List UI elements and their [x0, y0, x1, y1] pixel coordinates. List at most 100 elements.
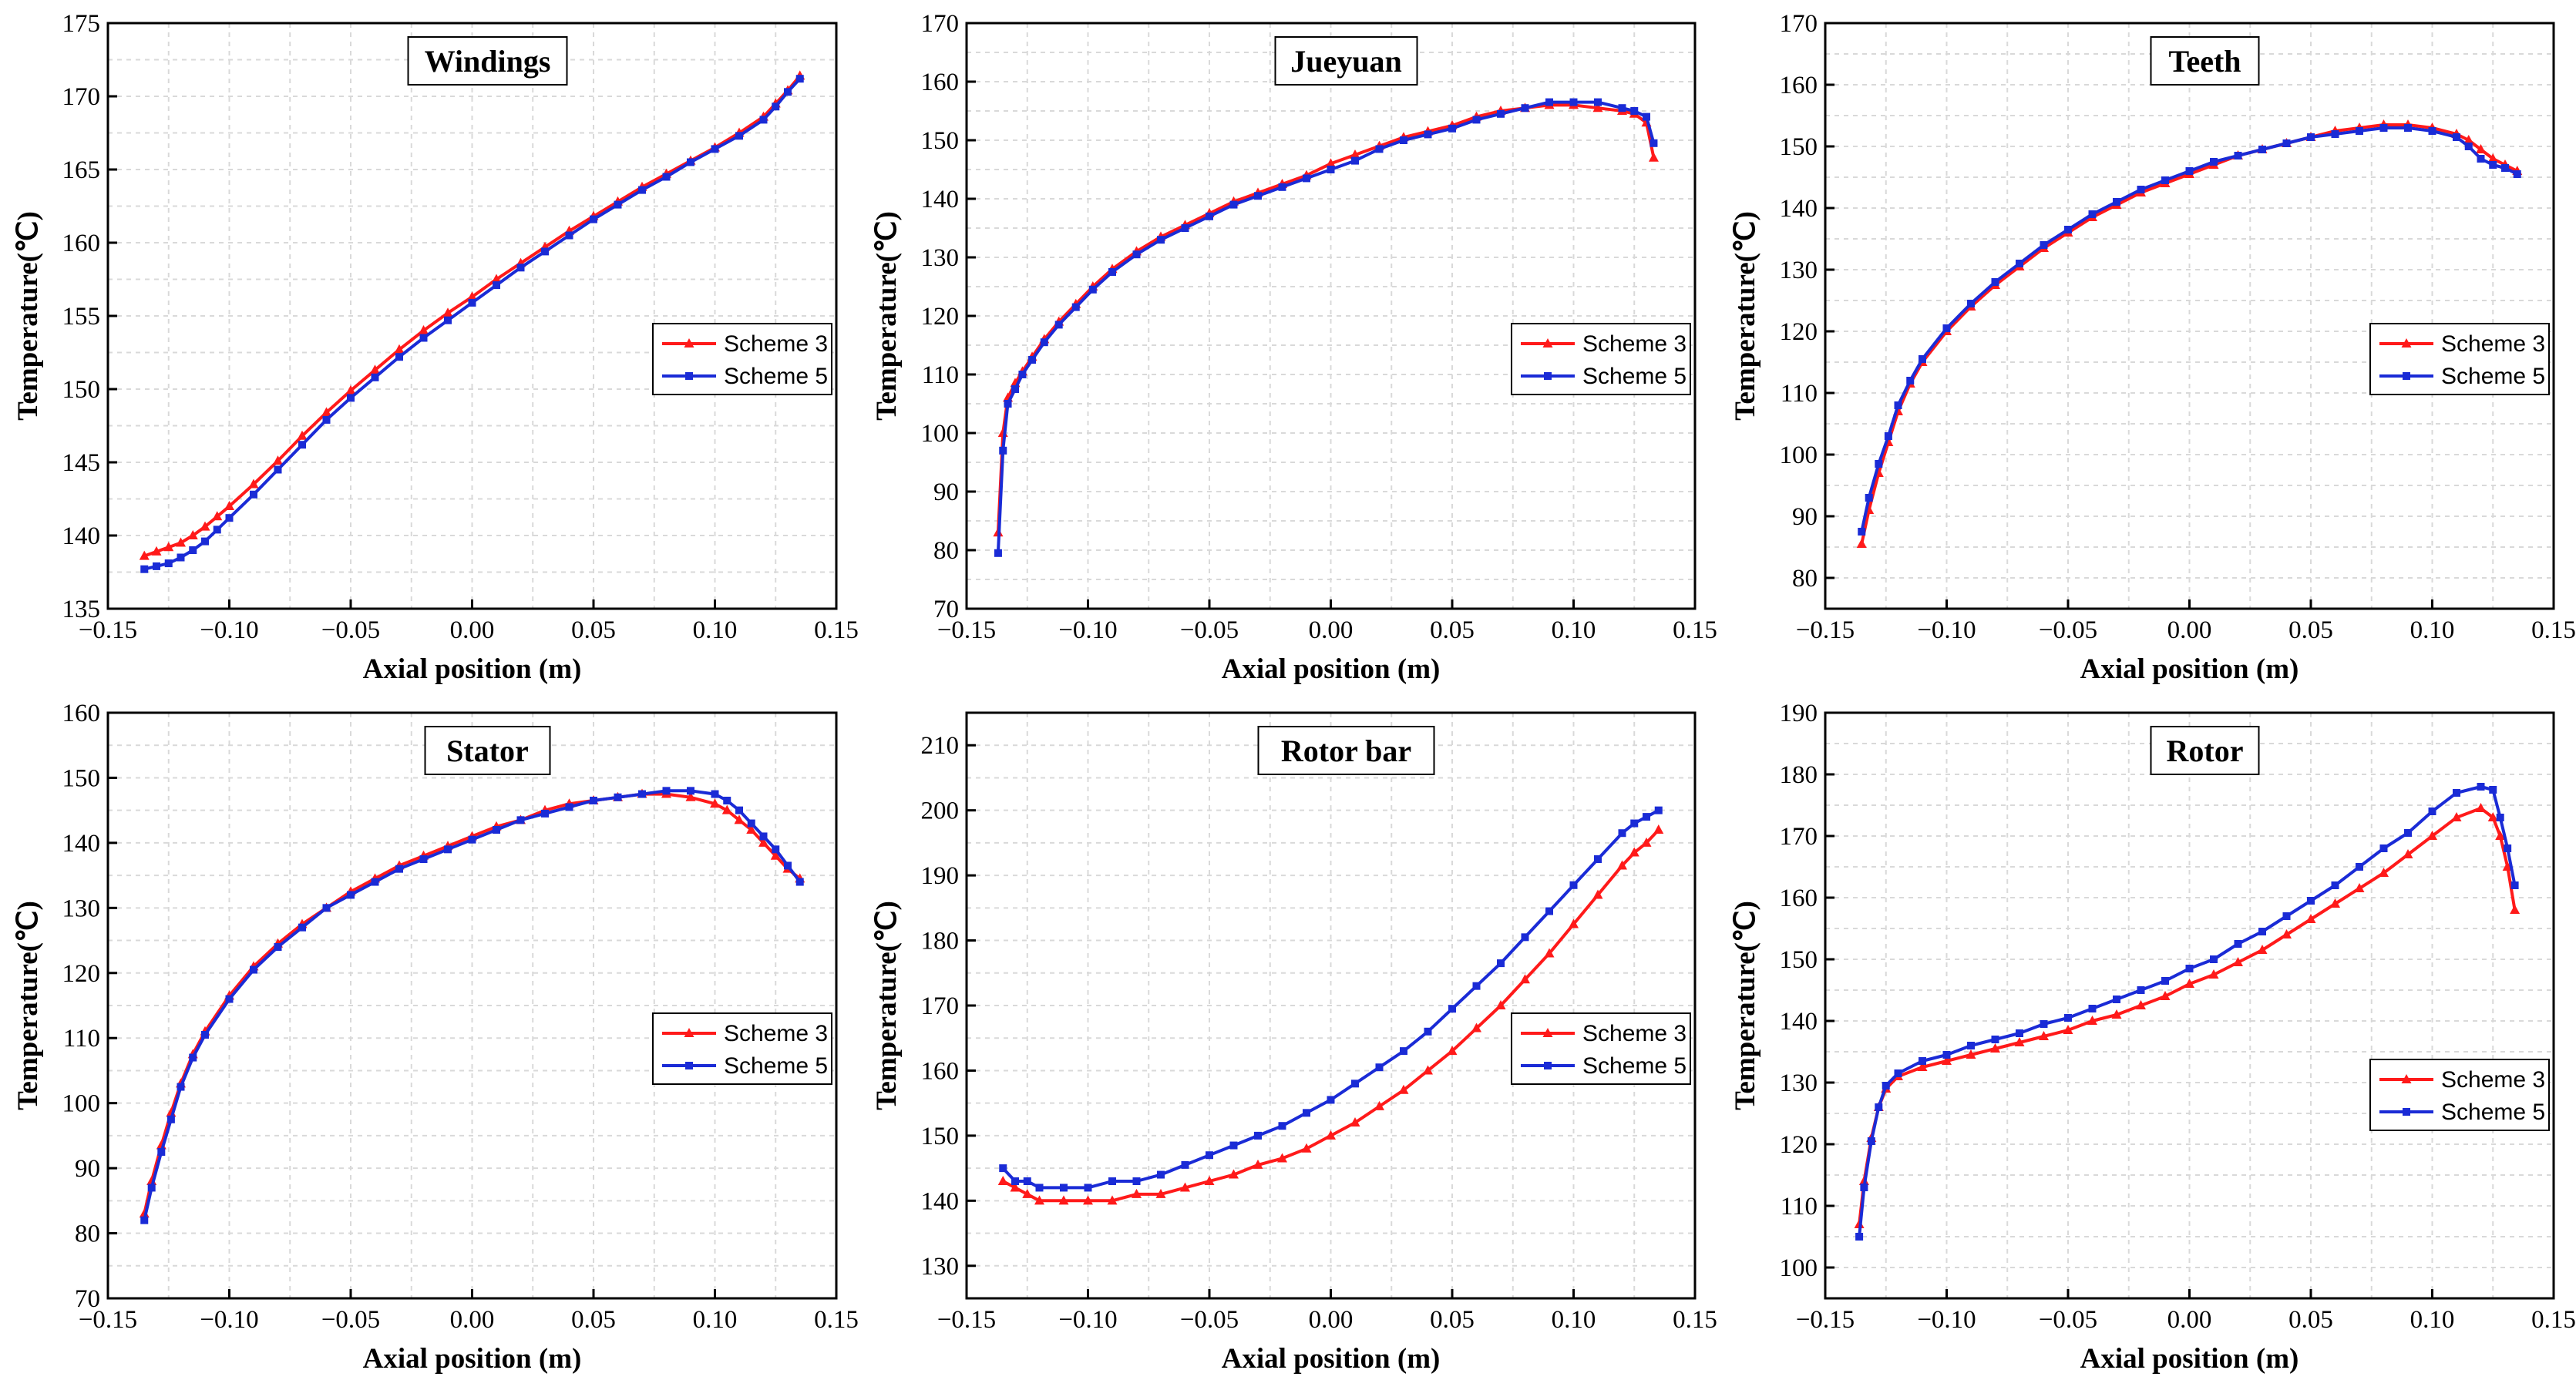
chart-title-box: [424, 726, 551, 775]
data-point-scheme-5: [1011, 1177, 1019, 1185]
y-axis-label: Temperature(℃): [12, 901, 44, 1110]
y-axis-label: Temperature(℃): [1730, 901, 1761, 1110]
data-point-scheme-5: [1521, 104, 1529, 112]
x-tick-label: 0.05: [1430, 616, 1475, 644]
data-point-scheme-5: [347, 394, 355, 402]
x-tick-label: −0.10: [1917, 1306, 1976, 1334]
data-point-scheme-3: [734, 814, 745, 824]
data-point-scheme-3: [212, 511, 223, 521]
chart-title-box: [407, 36, 568, 86]
data-point-scheme-5: [153, 562, 160, 570]
x-tick-label: 0.15: [1673, 1306, 1717, 1334]
y-tick-label: 130: [921, 244, 960, 272]
chart-panel-windings: −0.15 −0.10 −0.05 0.00 0.05 0.10 0.15 135 140 145…: [0, 0, 859, 690]
y-tick-label: 130: [921, 1253, 960, 1281]
y-tick-label: 200: [921, 797, 960, 825]
data-point-scheme-5: [772, 102, 780, 111]
data-point-scheme-5: [638, 790, 646, 798]
data-point-scheme-5: [1303, 174, 1310, 183]
data-point-scheme-3: [2136, 1000, 2146, 1009]
data-point-scheme-5: [1654, 806, 1663, 814]
chart-title-box: [1257, 726, 1435, 775]
data-point-scheme-5: [1858, 528, 1866, 536]
y-tick-label: 145: [62, 449, 101, 477]
data-point-scheme-5: [1906, 377, 1915, 384]
data-point-scheme-5: [1865, 494, 1873, 502]
data-point-scheme-5: [2356, 127, 2363, 135]
y-tick-label: 90: [1792, 503, 1818, 531]
data-point-scheme-5: [2064, 226, 2072, 233]
series-scheme-5: [140, 787, 804, 1224]
data-point-scheme-3: [1277, 1153, 1287, 1163]
data-point-scheme-5: [177, 553, 185, 562]
data-point-scheme-3: [758, 837, 768, 847]
data-point-scheme-5: [1084, 1184, 1092, 1192]
data-point-scheme-5: [1545, 98, 1553, 106]
series-scheme-3: [997, 824, 1664, 1205]
data-point-scheme-5: [795, 75, 804, 83]
legend-box: [1511, 323, 1691, 395]
legend-box: [1511, 1012, 1691, 1085]
data-point-scheme-5: [1327, 1096, 1335, 1104]
data-point-scheme-5: [1630, 819, 1639, 828]
data-point-scheme-3: [2403, 849, 2413, 858]
legend-label-scheme-5: Scheme 5: [1582, 1053, 1687, 1079]
data-point-scheme-5: [2453, 789, 2460, 797]
x-tick-label: 0.10: [693, 1306, 738, 1334]
legend-box: [652, 1012, 832, 1085]
data-point-scheme-3: [297, 430, 308, 440]
y-axis-label: Temperature(℃): [871, 211, 903, 421]
legend-label-scheme-5: Scheme 5: [2441, 1100, 2545, 1125]
data-point-scheme-5: [1594, 98, 1602, 106]
chart-teeth: −0.15 −0.10 −0.05 0.00 0.05 0.10 0.15 80 90 100 11…: [1730, 10, 2576, 685]
gridlines: [967, 23, 1695, 609]
data-point-scheme-5: [395, 865, 403, 873]
data-point-scheme-3: [685, 791, 696, 801]
data-point-scheme-5: [2453, 133, 2460, 141]
data-point-scheme-5: [1894, 401, 1902, 409]
legend-marker-scheme-5: [1544, 372, 1552, 380]
y-tick-label: 100: [1780, 442, 1818, 469]
x-tick-label: −0.05: [1180, 616, 1239, 644]
data-point-scheme-5: [687, 787, 694, 795]
data-point-scheme-5: [1594, 855, 1602, 863]
data-point-scheme-5: [541, 809, 549, 818]
y-tick-label: 80: [75, 1221, 100, 1248]
data-point-scheme-3: [2495, 831, 2506, 840]
chart-title: Jueyuan: [1290, 44, 1402, 79]
y-tick-label: 210: [921, 732, 960, 760]
y-tick-label: 170: [1780, 823, 1818, 851]
y-tick-label: 190: [921, 862, 960, 890]
data-point-scheme-5: [565, 231, 573, 240]
data-point-scheme-3: [2330, 898, 2340, 908]
data-point-scheme-5: [1254, 1131, 1262, 1140]
data-point-scheme-5: [1375, 1063, 1384, 1072]
x-tick-label: 0.00: [1309, 616, 1354, 644]
data-point-scheme-3: [1155, 1188, 1166, 1198]
data-point-scheme-5: [2307, 897, 2315, 905]
data-point-scheme-3: [2111, 1009, 2122, 1019]
data-point-scheme-3: [1374, 1100, 1384, 1110]
data-point-scheme-3: [2476, 144, 2486, 153]
data-point-scheme-5: [1088, 285, 1097, 294]
chart-title: Rotor: [2167, 734, 2244, 768]
data-point-scheme-3: [1629, 847, 1639, 857]
y-tick-label: 100: [921, 420, 960, 448]
data-point-scheme-5: [225, 995, 234, 1003]
x-tick-label: −0.15: [1796, 616, 1855, 644]
data-point-scheme-5: [784, 88, 792, 96]
legend-marker-scheme-3: [1542, 1028, 1553, 1037]
x-axis-label: Axial position (m): [363, 1343, 582, 1375]
data-point-scheme-3: [1083, 1195, 1093, 1205]
data-point-scheme-5: [166, 1115, 175, 1123]
data-point-scheme-5: [1919, 1057, 1926, 1065]
data-point-scheme-3: [2039, 1031, 2049, 1040]
legend-marker-scheme-5: [1544, 1062, 1552, 1069]
data-point-scheme-5: [189, 1053, 197, 1062]
data-point-scheme-5: [1054, 321, 1063, 329]
data-point-scheme-5: [1448, 124, 1456, 133]
chart-panel-stator: −0.15 −0.10 −0.05 0.00 0.05 0.10 0.15 70 80 90 100…: [0, 690, 859, 1379]
data-point-scheme-3: [200, 521, 210, 531]
x-axis-label: Axial position (m): [363, 653, 582, 685]
x-tick-label: 0.05: [571, 616, 616, 644]
